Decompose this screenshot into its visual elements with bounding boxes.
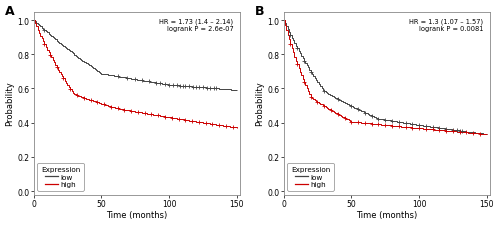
Point <box>52 66 60 70</box>
Point <box>436 126 444 130</box>
Point <box>422 125 430 128</box>
Point <box>210 87 218 91</box>
Point <box>428 126 436 129</box>
Point <box>286 43 294 47</box>
Text: A: A <box>5 5 15 18</box>
Point <box>169 84 177 88</box>
Point <box>306 96 314 100</box>
Point <box>462 131 470 135</box>
Point <box>374 123 382 126</box>
Point <box>222 125 230 128</box>
Point <box>381 124 389 127</box>
Point <box>442 127 450 131</box>
Point <box>456 130 464 134</box>
Point <box>120 108 128 112</box>
Point <box>46 54 54 57</box>
Point <box>178 85 186 88</box>
Point <box>286 34 294 37</box>
Point <box>138 79 146 83</box>
Point <box>361 122 369 125</box>
Point <box>374 117 382 121</box>
Point <box>458 130 466 133</box>
Point <box>195 86 203 90</box>
Point <box>161 83 169 87</box>
Point <box>354 108 362 112</box>
Point <box>388 124 396 128</box>
Point <box>156 82 164 86</box>
Point <box>449 130 457 133</box>
Point <box>436 129 444 132</box>
Y-axis label: Probability: Probability <box>6 81 15 126</box>
Point <box>408 123 416 126</box>
Point <box>182 85 190 88</box>
Point <box>186 85 194 89</box>
Point <box>100 103 108 107</box>
Point <box>395 121 403 124</box>
Point <box>381 118 389 122</box>
Point <box>348 105 356 108</box>
Point <box>195 121 203 124</box>
Point <box>212 87 220 91</box>
Point <box>40 43 48 47</box>
Point <box>442 129 450 133</box>
Point <box>134 111 142 114</box>
Point <box>334 113 342 117</box>
Point <box>408 126 416 130</box>
Text: B: B <box>255 5 264 18</box>
Point <box>428 128 436 132</box>
Point <box>368 122 376 126</box>
Point <box>165 83 173 87</box>
Point <box>456 129 464 133</box>
Point <box>192 86 200 89</box>
Point <box>422 127 430 131</box>
Point <box>415 127 423 130</box>
Point <box>402 126 409 129</box>
Point <box>453 129 461 133</box>
Legend: low, high: low, high <box>287 163 334 191</box>
Point <box>40 29 48 33</box>
Point <box>320 105 328 108</box>
Text: HR = 1.73 (1.4 – 2.14)
logrank P = 2.6e-07: HR = 1.73 (1.4 – 2.14) logrank P = 2.6e-… <box>159 18 234 31</box>
Point <box>145 80 153 84</box>
Point <box>161 115 169 119</box>
Point <box>168 116 176 120</box>
Point <box>208 123 216 126</box>
Point <box>114 75 122 79</box>
Legend: low, high: low, high <box>37 163 84 191</box>
Point <box>388 119 396 123</box>
Point <box>190 86 198 89</box>
Point <box>203 86 211 90</box>
Point <box>127 110 135 113</box>
Point <box>340 117 348 120</box>
Point <box>293 47 301 51</box>
Point <box>476 132 484 136</box>
Point <box>415 124 423 127</box>
Point <box>449 128 457 132</box>
Point <box>306 71 314 74</box>
Point <box>300 59 308 63</box>
Point <box>361 111 369 115</box>
Point <box>354 121 362 124</box>
Point <box>320 90 328 94</box>
Point <box>107 105 115 109</box>
Point <box>314 101 322 104</box>
Point <box>148 113 156 117</box>
Point <box>80 97 88 100</box>
Point <box>114 107 122 111</box>
Point <box>140 112 148 115</box>
Point <box>188 119 196 123</box>
X-axis label: Time (months): Time (months) <box>356 211 417 219</box>
Point <box>300 81 308 84</box>
Point <box>228 126 236 129</box>
Point <box>182 119 190 122</box>
Point <box>293 63 301 67</box>
Point <box>348 120 356 124</box>
Point <box>199 86 207 90</box>
Point <box>86 99 94 102</box>
Point <box>334 98 342 101</box>
Point <box>174 117 182 121</box>
Y-axis label: Probability: Probability <box>256 81 264 126</box>
Point <box>368 115 376 118</box>
Point <box>470 132 478 135</box>
Point <box>176 84 184 88</box>
